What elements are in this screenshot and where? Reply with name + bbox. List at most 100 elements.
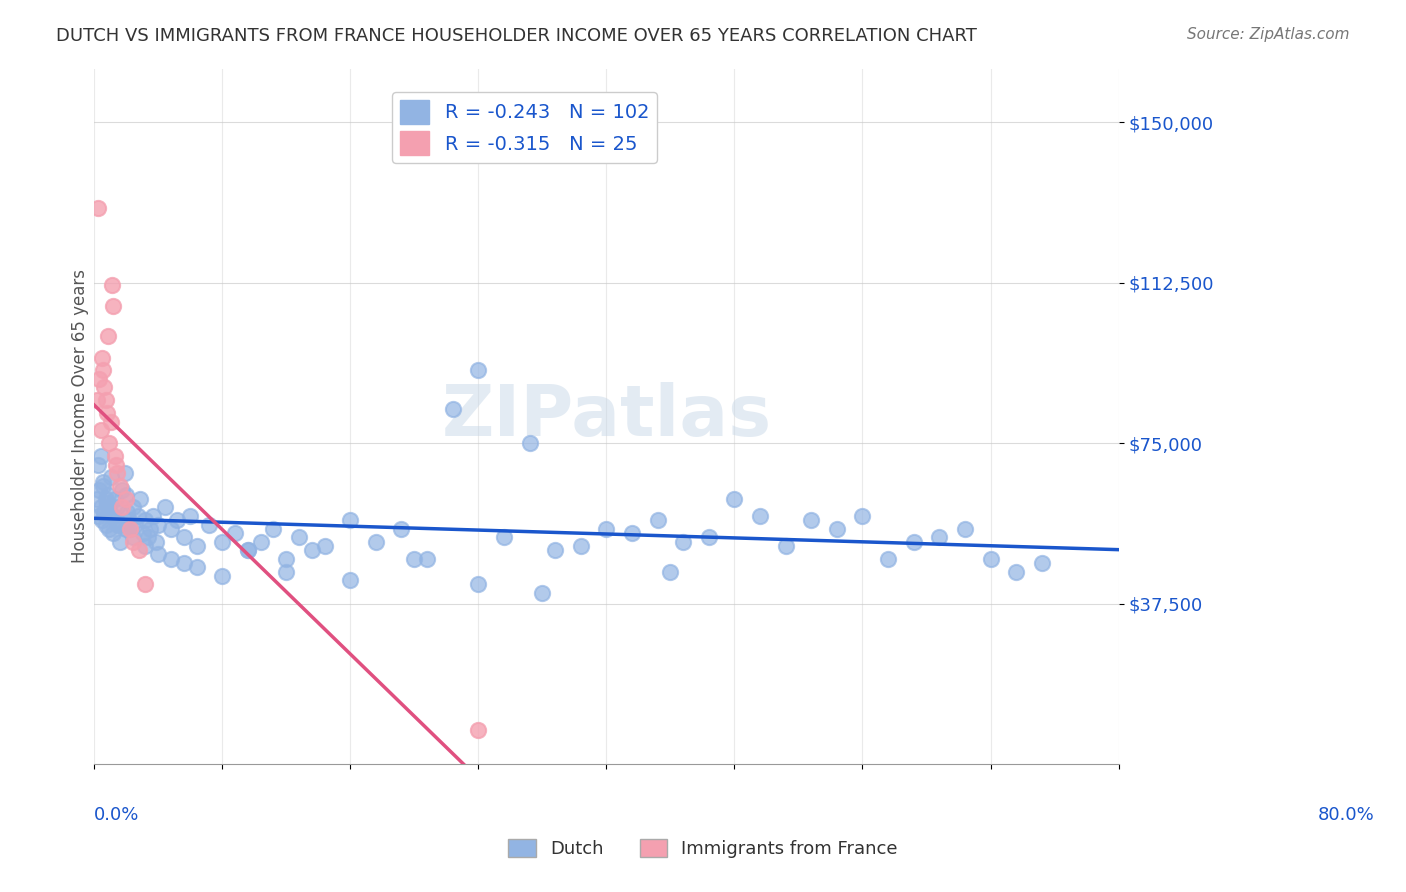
Point [91,363,114,377]
Text: Source: ZipAtlas.com: Source: ZipAtlas.com [1187,27,1350,42]
Point [103,508,125,523]
Point [441,401,464,416]
Point [928,530,950,544]
Point [531,586,554,600]
Point [93,380,115,394]
Point [134,539,156,553]
Legend: R = -0.243   N = 102, R = -0.315   N = 25: R = -0.243 N = 102, R = -0.315 N = 25 [392,92,657,163]
Point [103,299,125,313]
Point [249,534,271,549]
Point [127,508,149,523]
Point [800,513,823,527]
Point [118,522,141,536]
Point [87,458,110,472]
Point [160,551,183,566]
Point [86,491,108,506]
Point [89,372,111,386]
Point [416,551,439,566]
Point [105,500,128,515]
Point [90,423,112,437]
Point [115,491,138,506]
Point [953,522,976,536]
Point [980,551,1002,566]
Point [115,522,138,536]
Point [94,491,117,506]
Point [94,393,117,408]
Text: 80.0%: 80.0% [1317,806,1375,824]
Point [236,543,259,558]
Point [236,543,259,558]
Point [101,508,124,523]
Point [101,277,124,292]
Point [186,539,208,553]
Point [288,530,311,544]
Point [121,534,143,549]
Point [723,491,745,506]
Point [467,723,489,737]
Point [145,534,167,549]
Point [179,508,201,523]
Point [90,449,112,463]
Point [90,351,112,365]
Point [97,487,120,501]
Point [467,577,489,591]
Point [104,491,127,506]
Point [108,534,131,549]
Point [100,470,122,484]
Point [142,508,165,523]
Point [146,548,169,562]
Point [173,530,195,544]
Point [98,522,121,536]
Point [1005,565,1028,579]
Point [186,560,208,574]
Point [128,543,150,558]
Y-axis label: Householder Income Over 65 years: Householder Income Over 65 years [72,269,89,564]
Point [224,526,246,541]
Point [104,513,127,527]
Point [134,577,156,591]
Point [672,534,695,549]
Point [118,513,141,527]
Point [104,458,127,472]
Point [98,500,121,515]
Point [90,500,112,515]
Point [339,573,361,587]
Point [262,522,284,536]
Point [121,500,143,515]
Point [136,530,159,544]
Point [93,505,115,519]
Point [100,415,122,429]
Point [276,551,298,566]
Legend: Dutch, Immigrants from France: Dutch, Immigrants from France [501,831,905,865]
Point [134,513,156,527]
Point [108,517,131,532]
Point [87,508,110,523]
Point [903,534,925,549]
Point [160,522,183,536]
Point [211,569,233,583]
Text: ZIPatlas: ZIPatlas [441,382,772,450]
Point [94,517,117,532]
Point [91,479,114,493]
Point [276,565,298,579]
Point [544,543,567,558]
Point [166,513,188,527]
Point [118,522,141,536]
Point [96,406,118,420]
Point [211,534,233,549]
Point [519,436,541,450]
Point [492,530,515,544]
Point [89,483,111,498]
Point [111,483,134,498]
Point [1031,556,1053,570]
Point [104,449,127,463]
Point [153,500,176,515]
Text: 0.0%: 0.0% [94,806,139,824]
Point [659,565,682,579]
Point [404,551,426,566]
Point [132,526,155,541]
Point [647,513,669,527]
Point [364,534,387,549]
Point [91,475,114,489]
Point [146,517,169,532]
